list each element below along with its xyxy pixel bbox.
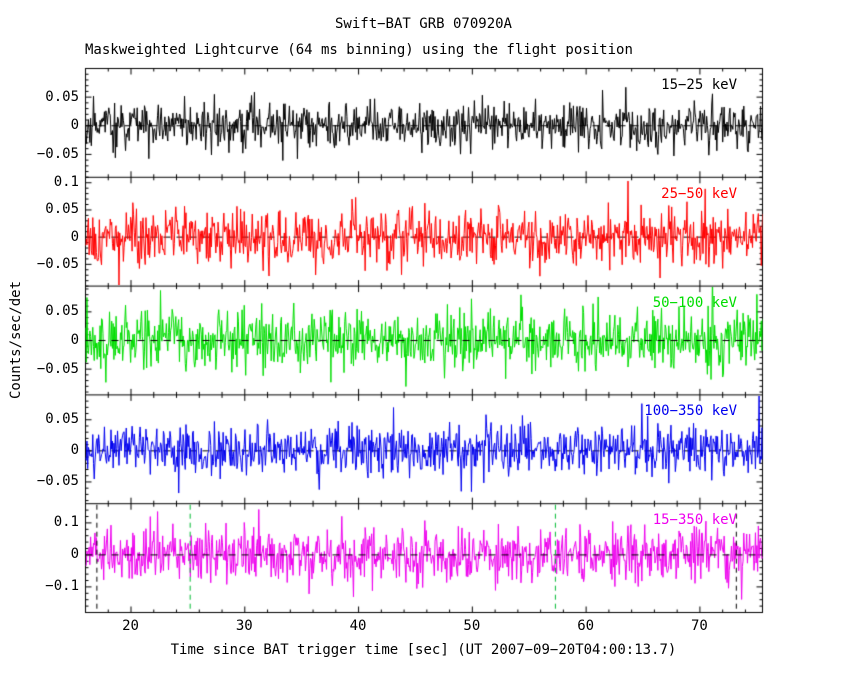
chart-subtitle: Maskweighted Lightcurve (64 ms binning) … — [85, 42, 633, 58]
y-axis-label: Counts/sec/det — [8, 280, 24, 400]
x-axis-label: Time since BAT trigger time [sec] (UT 20… — [170, 642, 677, 658]
chart-title: Swift−BAT GRB 070920A — [334, 16, 512, 32]
